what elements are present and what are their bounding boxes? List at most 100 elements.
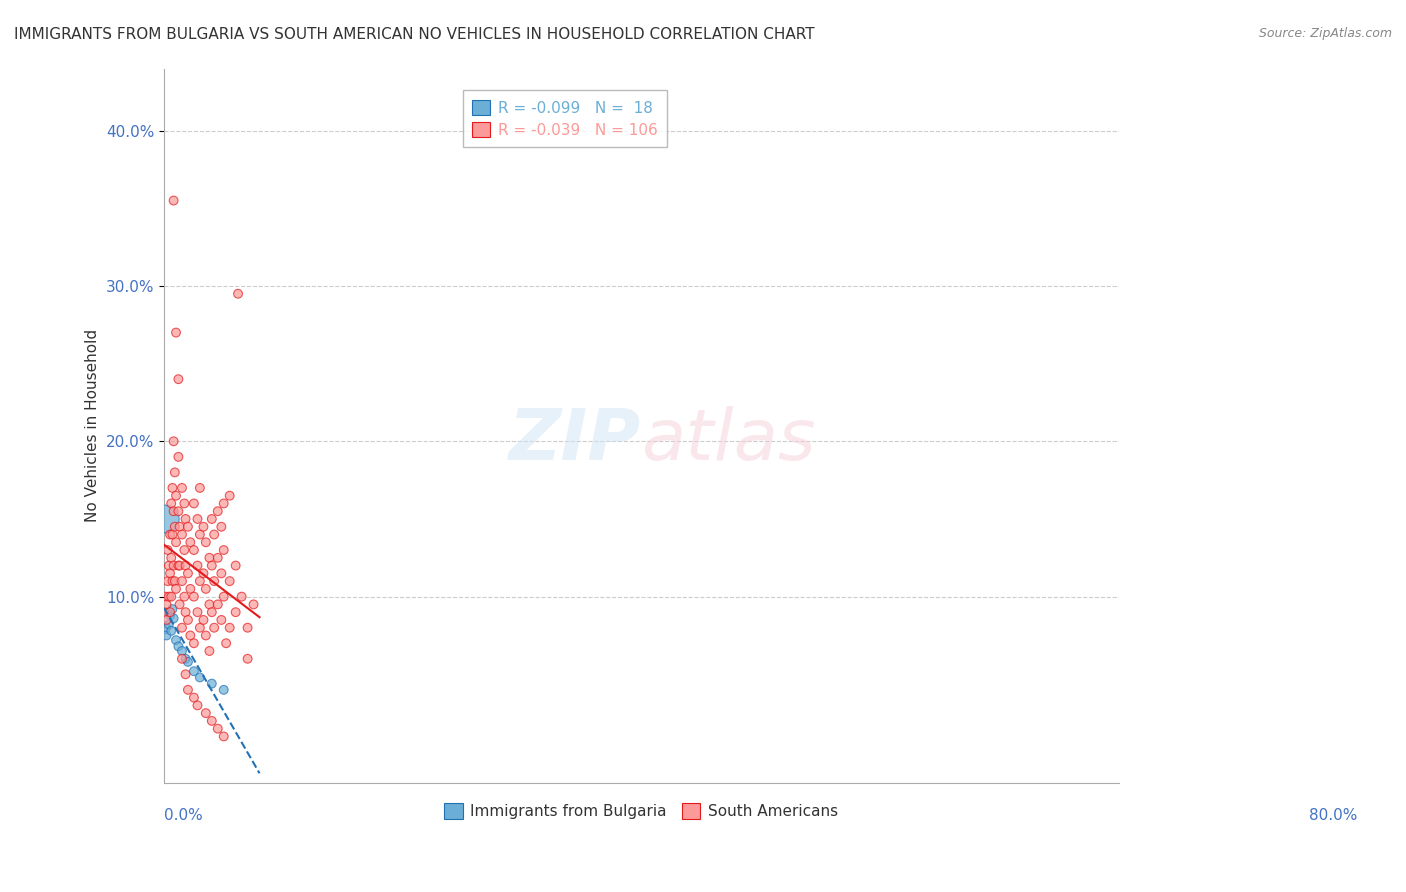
Point [202, 621, 225, 635]
Point [177, 520, 200, 534]
Point [186, 512, 208, 526]
Point [174, 652, 197, 666]
Point [186, 605, 208, 619]
Point [173, 590, 195, 604]
Point [162, 504, 184, 518]
Point [201, 512, 224, 526]
Point [167, 504, 190, 518]
Point [212, 730, 235, 744]
Point [225, 558, 247, 573]
Point [157, 590, 180, 604]
Point [183, 664, 205, 678]
Point [160, 590, 183, 604]
Point [209, 566, 232, 581]
Point [162, 611, 184, 625]
Point [174, 512, 197, 526]
Point [156, 605, 179, 619]
Point [207, 598, 229, 612]
Point [163, 574, 186, 588]
Point [193, 520, 215, 534]
Point [153, 605, 176, 619]
Point [155, 628, 177, 642]
Point [177, 655, 200, 669]
Point [174, 558, 197, 573]
Point [169, 558, 191, 573]
Point [169, 598, 191, 612]
Point [177, 566, 200, 581]
Point [159, 566, 181, 581]
Point [162, 574, 184, 588]
Point [170, 621, 193, 635]
Point [183, 543, 205, 558]
Point [174, 667, 197, 681]
Point [170, 527, 193, 541]
Point [177, 613, 200, 627]
Text: Source: ZipAtlas.com: Source: ZipAtlas.com [1258, 27, 1392, 40]
Point [198, 598, 221, 612]
Point [163, 520, 186, 534]
Point [188, 670, 211, 684]
Point [198, 644, 221, 658]
Point [198, 550, 221, 565]
Point [165, 633, 187, 648]
Point [162, 602, 184, 616]
Point [201, 676, 224, 690]
Text: ZIP: ZIP [509, 406, 641, 475]
Point [188, 527, 211, 541]
Point [159, 605, 181, 619]
Point [167, 558, 190, 573]
Point [186, 698, 208, 713]
Point [165, 489, 187, 503]
Point [160, 496, 183, 510]
Point [218, 574, 240, 588]
Point [212, 543, 235, 558]
Point [159, 608, 181, 623]
Text: 0.0%: 0.0% [165, 808, 202, 823]
Point [193, 613, 215, 627]
Point [156, 574, 179, 588]
Y-axis label: No Vehicles in Household: No Vehicles in Household [86, 329, 100, 523]
Point [188, 574, 211, 588]
Point [162, 194, 184, 208]
Point [207, 550, 229, 565]
Point [170, 644, 193, 658]
Point [162, 434, 184, 449]
Point [212, 496, 235, 510]
Point [160, 550, 183, 565]
Point [179, 535, 201, 549]
Point [155, 590, 177, 604]
Point [194, 535, 217, 549]
Text: IMMIGRANTS FROM BULGARIA VS SOUTH AMERICAN NO VEHICLES IN HOUSEHOLD CORRELATION : IMMIGRANTS FROM BULGARIA VS SOUTH AMERIC… [14, 27, 814, 42]
Point [169, 520, 191, 534]
Text: atlas: atlas [641, 406, 815, 475]
Point [162, 558, 184, 573]
Point [236, 652, 259, 666]
Point [202, 574, 225, 588]
Point [155, 512, 177, 526]
Point [165, 326, 187, 340]
Point [226, 286, 249, 301]
Point [159, 527, 181, 541]
Text: 80.0%: 80.0% [1309, 808, 1357, 823]
Point [209, 520, 232, 534]
Point [212, 590, 235, 604]
Point [183, 690, 205, 705]
Point [162, 481, 184, 495]
Point [225, 605, 247, 619]
Point [155, 598, 177, 612]
Point [170, 481, 193, 495]
Point [201, 714, 224, 728]
Point [218, 489, 240, 503]
Point [173, 496, 195, 510]
Point [188, 481, 211, 495]
Point [201, 605, 224, 619]
Point [183, 496, 205, 510]
Point [212, 682, 235, 697]
Point [202, 527, 225, 541]
Point [183, 590, 205, 604]
Point [173, 543, 195, 558]
Point [179, 628, 201, 642]
Point [160, 624, 183, 638]
Point [231, 590, 253, 604]
Point [193, 566, 215, 581]
